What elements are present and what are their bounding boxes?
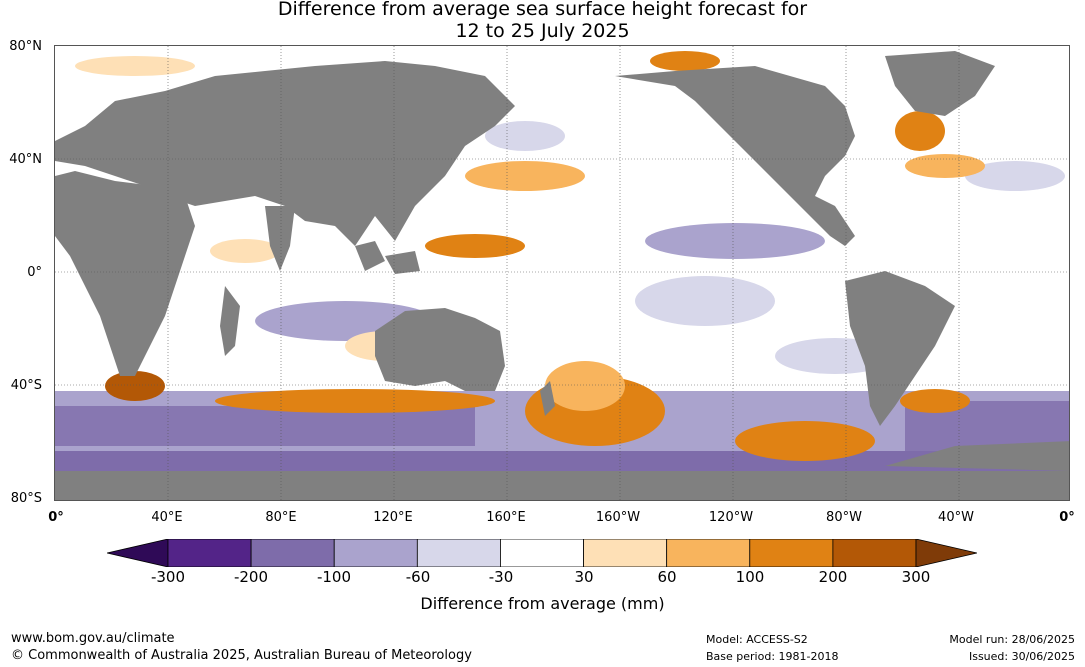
footer-website: www.bom.gov.au/climate: [11, 631, 175, 646]
colorbar-segment: [416, 539, 501, 567]
lon-label-80e: 80°E: [265, 510, 297, 525]
colorbar-segment: [832, 539, 917, 567]
colorbar-tick-label: 200: [818, 568, 848, 586]
map-canvas: [55, 46, 1069, 500]
footer-model: Model: ACCESS-S2: [706, 633, 808, 646]
colorbar-tick-label: 60: [657, 568, 677, 586]
lon-label-0-right: 0°: [1059, 510, 1075, 525]
lon-label-120e: 120°E: [373, 510, 413, 525]
colorbar-segment: [666, 539, 751, 567]
title-line-2: 12 to 25 July 2025: [455, 20, 630, 42]
colorbar-tick-label: -200: [233, 568, 269, 586]
colorbar-extension-low: [107, 539, 169, 567]
sea-surface-height-map: [54, 45, 1070, 501]
lon-label-40e: 40°E: [151, 510, 183, 525]
footer-model-run: Model run: 28/06/2025: [949, 633, 1075, 646]
land-masses: [55, 51, 1069, 500]
colorbar-segment: [250, 539, 335, 567]
title-line-1: Difference from average sea surface heig…: [277, 0, 808, 20]
footer-base-period: Base period: 1981-2018: [706, 650, 839, 663]
colorbar-tick-label: 300: [901, 568, 931, 586]
colorbar-tick-label: 100: [735, 568, 765, 586]
lon-label-80w: 80°W: [826, 510, 862, 525]
lat-label-80n: 80°N: [9, 39, 42, 54]
colorbar-tick-label: 30: [574, 568, 594, 586]
footer-issued: Issued: 30/06/2025: [968, 650, 1075, 663]
lat-label-40s: 40°S: [10, 378, 42, 393]
map-title: Difference from average sea surface heig…: [0, 0, 1085, 42]
colorbar-segment: [583, 539, 668, 567]
lat-label-40n: 40°N: [9, 152, 42, 167]
lat-label-80s: 80°S: [10, 491, 42, 506]
colorbar-segment: [500, 539, 584, 567]
colorbar-tick-label: -60: [405, 568, 431, 586]
lon-label-160w: 160°W: [595, 510, 641, 525]
colorbar-segment: [167, 539, 252, 567]
lon-label-0-left: 0°: [48, 510, 64, 525]
colorbar-tick-label: -100: [316, 568, 352, 586]
positive-anomaly-regions: [75, 51, 985, 461]
lon-label-40w: 40°W: [938, 510, 974, 525]
colorbar: [107, 539, 977, 567]
colorbar-tick-label: -30: [488, 568, 514, 586]
lat-label-equator: 0°: [27, 265, 42, 280]
colorbar-tick-label: -300: [150, 568, 186, 586]
colorbar-segment: [333, 539, 418, 567]
graticule: [55, 46, 1069, 500]
colorbar-extension-high: [915, 539, 977, 567]
colorbar-segment: [749, 539, 834, 567]
lon-label-160e: 160°E: [486, 510, 526, 525]
lon-label-120w: 120°W: [708, 510, 754, 525]
footer-copyright: © Commonwealth of Australia 2025, Austra…: [11, 648, 472, 663]
colorbar-title: Difference from average (mm): [420, 594, 665, 613]
